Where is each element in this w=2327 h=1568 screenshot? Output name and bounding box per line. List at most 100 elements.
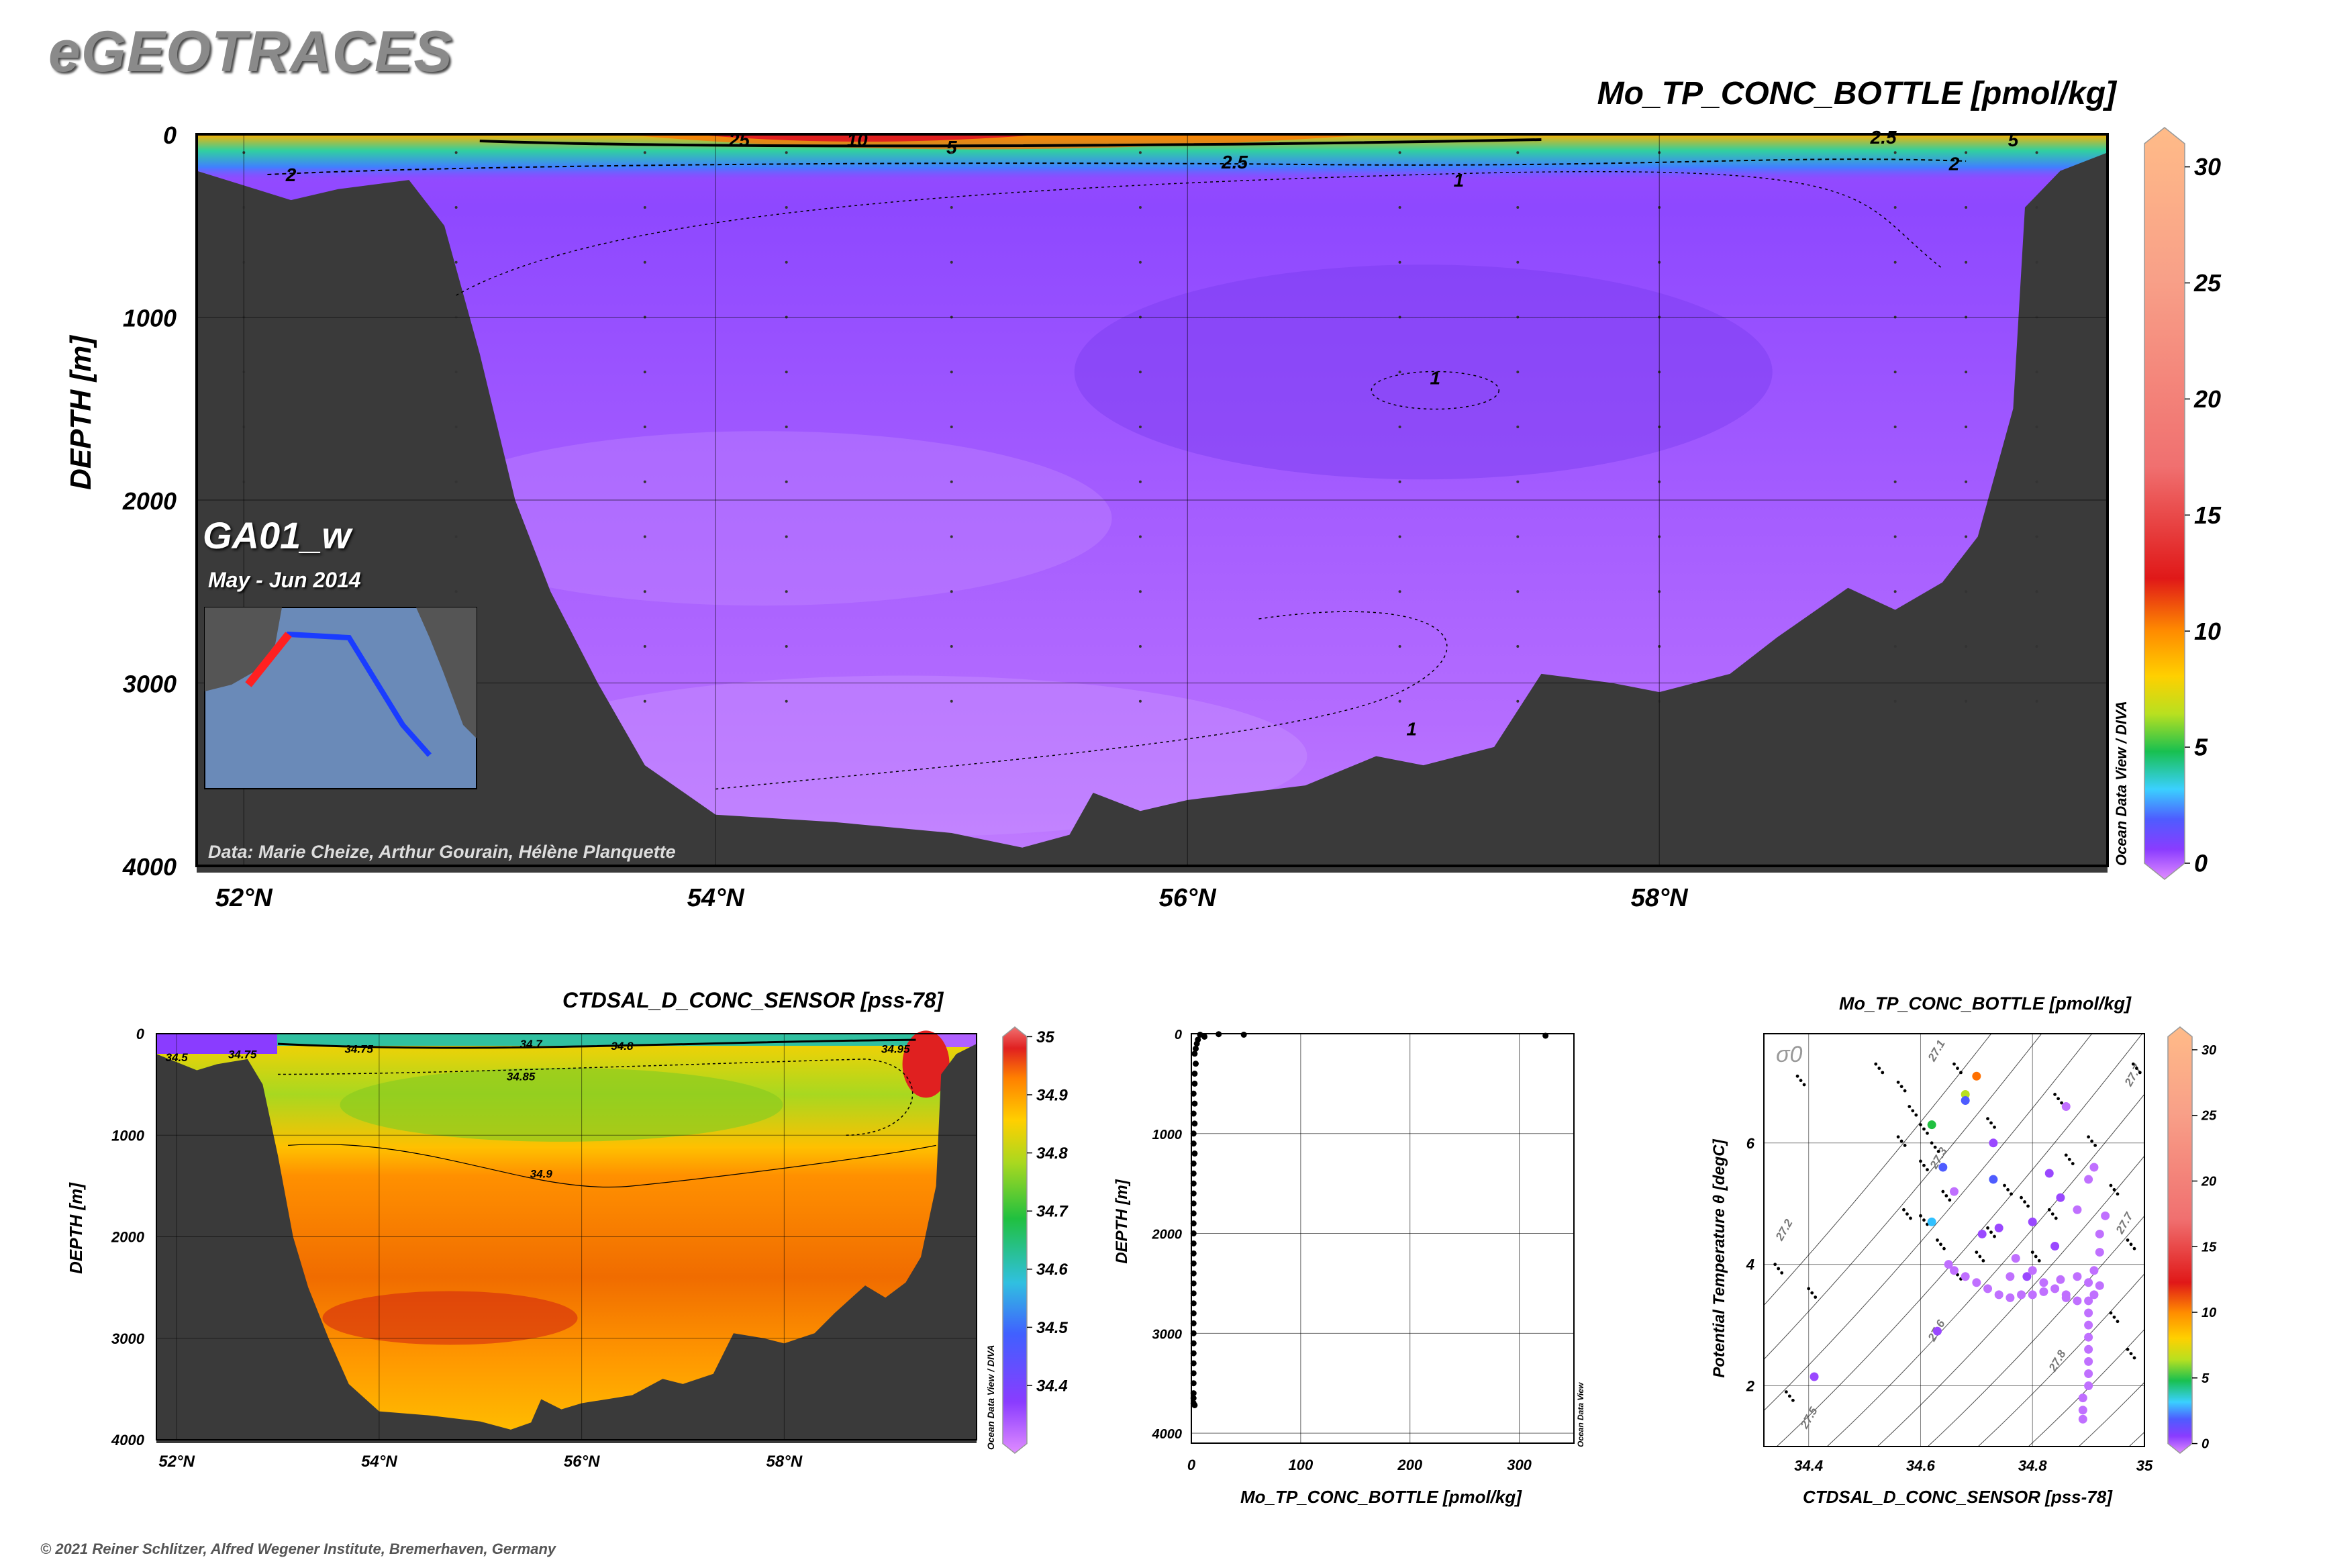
contour-1-ring: [1371, 371, 1500, 410]
contour-label: 1: [1406, 719, 1417, 740]
ts-point: [2006, 1188, 2010, 1191]
ts-colored-point: [2095, 1248, 2104, 1257]
colorbar-tick-label: 20: [2201, 1175, 2216, 1189]
station-sample: [1398, 480, 1401, 483]
ts-colored-point: [2084, 1357, 2093, 1366]
ts-colored-point: [1927, 1120, 1936, 1130]
profile-point: [1191, 1120, 1198, 1127]
ts-point: [2112, 1315, 2116, 1319]
colorbar-tick-label: 30: [2201, 1043, 2216, 1058]
ts-colored-point: [2056, 1193, 2065, 1202]
ts-point: [2030, 1251, 2034, 1254]
isopycnal-label: 27.7: [2122, 1062, 2144, 1089]
ts-colored-point: [1972, 1278, 1981, 1287]
ts-colored-point: [2073, 1296, 2082, 1306]
contour-label: 2.5: [1221, 152, 1248, 173]
contour-label: 10: [847, 130, 869, 150]
ts-point: [1993, 1234, 1996, 1238]
isopycnal-line: [1776, 1034, 2143, 1447]
ts-point: [1936, 1238, 1939, 1242]
station-sample: [950, 699, 953, 703]
salinity-section-ylabel: DEPTH [m]: [66, 1183, 86, 1274]
station-sample: [1398, 371, 1401, 374]
ts-colored-point: [2039, 1287, 2048, 1296]
ts-diagram-title: Mo_TP_CONC_BOTTLE [pmol/kg]: [1839, 993, 2132, 1014]
station-sample: [950, 206, 953, 209]
y-tick-label: 3000: [1152, 1327, 1183, 1342]
profile-point: [1190, 1110, 1197, 1117]
station-sample: [1138, 699, 1142, 703]
station-sample: [2035, 426, 2038, 428]
station-sample: [1516, 535, 1520, 538]
colorbar-tick-label: 35: [1036, 1028, 1054, 1046]
ts-point: [2132, 1246, 2136, 1251]
shelf-fresh: [936, 1034, 977, 1047]
station-sample: [2035, 151, 2038, 154]
ts-point: [2060, 1101, 2063, 1105]
profile-point: [1190, 1350, 1197, 1357]
ts-point: [2090, 1139, 2094, 1143]
station-sample: [643, 260, 646, 264]
blue-patch: [1074, 264, 1773, 480]
ts-colored-point: [1977, 1229, 1987, 1238]
x-tick-label: 0: [1187, 1457, 1196, 1473]
ts-point: [2093, 1144, 2097, 1147]
salinity-max: [322, 1291, 578, 1345]
station-sample: [643, 535, 646, 538]
profile-point: [1190, 1130, 1197, 1137]
station-sample: [1138, 206, 1142, 209]
ts-point: [1952, 1062, 1956, 1066]
station-sample: [2035, 535, 2038, 538]
profile-point: [1190, 1320, 1197, 1326]
ts-point: [2003, 1183, 2006, 1187]
ts-colored-point: [2039, 1278, 2048, 1287]
contour-label: 1: [1454, 170, 1465, 191]
y-tick-label: 2: [1746, 1378, 1755, 1395]
ts-point: [1941, 1189, 1945, 1193]
station-sample: [950, 260, 953, 264]
profile-point: [1190, 1170, 1197, 1177]
ts-colored-point: [2011, 1254, 2020, 1263]
ts-point: [2129, 1352, 2133, 1356]
station-sample: [454, 535, 458, 538]
profile-point: [1190, 1210, 1197, 1217]
station-sample: [1138, 151, 1142, 154]
profile-point: [1190, 1330, 1197, 1336]
station-sample: [950, 151, 953, 154]
colorbar-tick-label: 0: [2201, 1437, 2209, 1452]
contour-label: 34.75: [228, 1048, 257, 1061]
ts-point: [2023, 1200, 2026, 1204]
ts-point: [1948, 1198, 1952, 1202]
odv-credit-profile: Ocean Data View: [1576, 1382, 1585, 1447]
ts-point: [1911, 1109, 1915, 1113]
contour-label: 2: [1948, 154, 1960, 175]
ts-point: [1986, 1226, 1989, 1230]
ts-point: [1896, 1080, 1900, 1084]
contour-5: [479, 138, 1542, 148]
station-sample: [454, 206, 458, 209]
station-sample: [1965, 426, 1968, 428]
isopycnal-line: [2028, 1328, 2144, 1447]
ts-point: [1926, 1168, 1929, 1171]
ts-point: [1780, 1271, 1784, 1275]
ts-colored-point: [2028, 1290, 2037, 1300]
station-sample: [785, 645, 788, 648]
colorbar-tick-label: 5: [2194, 734, 2208, 761]
ts-point: [2057, 1097, 2060, 1101]
ts-point: [1975, 1251, 1979, 1254]
ts-colored-point: [2078, 1414, 2087, 1424]
station-sample: [2035, 206, 2038, 209]
station-sample: [1138, 426, 1142, 428]
ts-point: [1795, 1074, 1799, 1078]
ts-point: [2087, 1135, 2091, 1139]
colorbar-main: [2144, 127, 2185, 880]
ts-colored-point: [2084, 1296, 2093, 1306]
ts-point: [2026, 1204, 2030, 1208]
ts-colored-point: [1994, 1290, 2003, 1300]
profile-point: [1191, 1050, 1198, 1057]
ts-point: [1814, 1295, 1818, 1299]
profile-point: [1190, 1250, 1197, 1257]
ts-colored-point: [2084, 1175, 2093, 1184]
ts-point: [1791, 1398, 1795, 1402]
ts-colored-point: [2084, 1332, 2093, 1342]
